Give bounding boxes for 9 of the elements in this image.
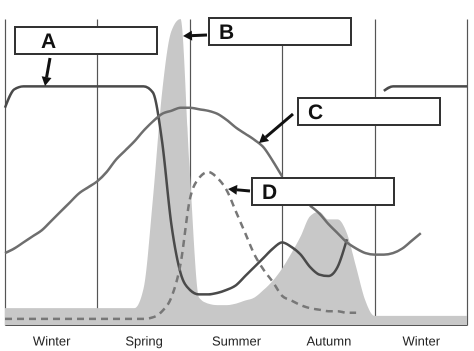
x-tick-label: Autumn [306, 334, 352, 348]
annotation: D [262, 181, 278, 204]
annotation: B [219, 21, 234, 44]
annotation: C [308, 101, 324, 124]
x-tick-label: Summer [212, 334, 262, 348]
annotation: A [41, 30, 56, 53]
x-tick-label: Winter [32, 334, 72, 348]
x-tick-label: Spring [125, 334, 163, 348]
x-tick-label: Winter [402, 334, 441, 348]
